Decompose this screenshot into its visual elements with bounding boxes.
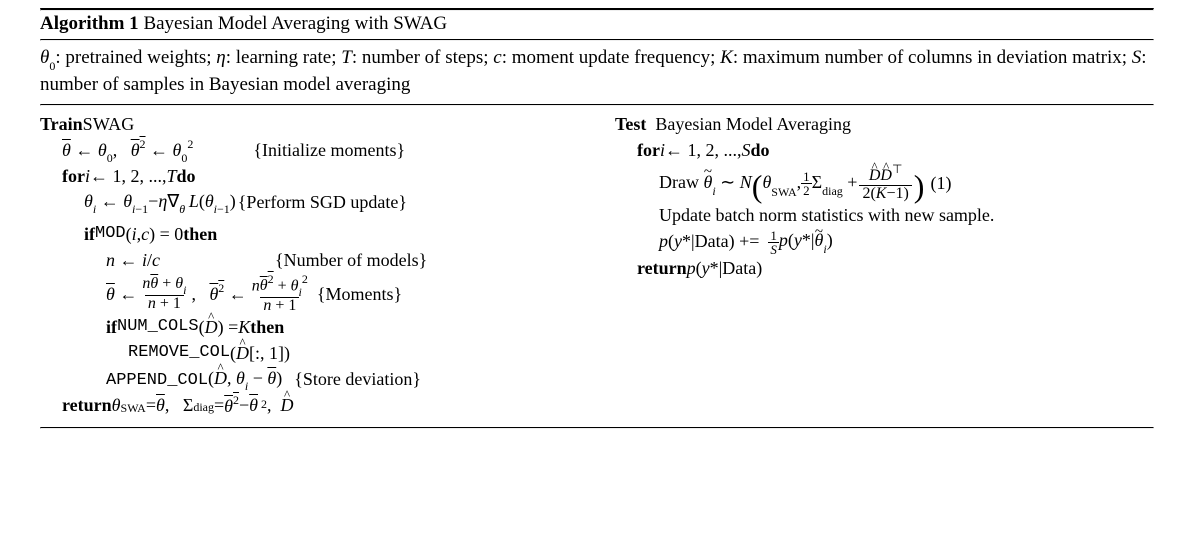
test-heading: Test Bayesian Model Averaging (615, 112, 1154, 138)
comment: {Perform SGD update} (236, 192, 407, 214)
comment: {Moments} (313, 278, 402, 310)
fraction: nθ2 + θi2 n + 1 (249, 274, 311, 315)
equation-number: (1) (930, 167, 951, 199)
train-remove-col: REMOVE_COL(D[:, 1]) (40, 341, 579, 367)
test-return: return p(y*|Data) (615, 256, 1154, 282)
comment: {Initialize moments} (193, 140, 405, 162)
train-for: for i ← 1, 2, ..., T do (40, 164, 579, 190)
comment: {Store deviation} (282, 369, 421, 391)
train-sgd: θi ← θi−1−η∇θ L(θi−1) {Perform SGD updat… (40, 190, 579, 216)
fraction: nθ + θi n + 1 (139, 276, 189, 313)
algorithm-body: Train SWAG θ ← θ0, θ2 ← θ02 {Initialize … (40, 106, 1154, 427)
test-update-bn: Update batch norm statistics with new sa… (615, 203, 1154, 229)
comment: {Number of models} (160, 250, 427, 272)
train-heading: Train SWAG (40, 112, 579, 138)
algorithm-block: Algorithm 1 Bayesian Model Averaging wit… (40, 8, 1154, 429)
test-draw: Draw θi ∼ N ( θSWA, 1 2 Σdiag + DD⊤ 2(K−… (615, 164, 1154, 203)
algorithm-title: Algorithm 1 Bayesian Model Averaging wit… (40, 11, 1154, 39)
fraction: DD⊤ 2(K−1) (859, 164, 911, 203)
train-column: Train SWAG θ ← θ0, θ2 ← θ02 {Initialize … (40, 112, 579, 419)
train-if-cols: if NUM_COLS(D) = K then (40, 315, 579, 341)
algorithm-params: θ0: pretrained weights; η: learning rate… (40, 41, 1154, 104)
train-return: return θSWA = θ, Σdiag = θ2 − θ 2, D (40, 393, 579, 419)
train-append-col: APPEND_COL(D, θi − θ) {Store deviation} (40, 367, 579, 393)
train-init: θ ← θ0, θ2 ← θ02 {Initialize moments} (40, 138, 579, 164)
fraction-small: 1 2 (801, 170, 812, 197)
title-label: Algorithm 1 (40, 13, 139, 34)
rule-bottom (40, 427, 1154, 429)
test-accumulate: p(y*|Data) += 1 S p(y*|θi) (615, 229, 1154, 256)
title-text: Bayesian Model Averaging with SWAG (143, 13, 447, 34)
fraction-small: 1 S (768, 229, 779, 256)
train-if-mod: if MOD(i, c) = 0 then (40, 222, 579, 248)
train-moments: θ ← nθ + θi n + 1 , θ2 ← nθ2 + θi2 n + 1… (40, 274, 579, 315)
train-n: n ← i/c {Number of models} (40, 248, 579, 274)
test-column: Test Bayesian Model Averaging for i ← 1,… (615, 112, 1154, 419)
